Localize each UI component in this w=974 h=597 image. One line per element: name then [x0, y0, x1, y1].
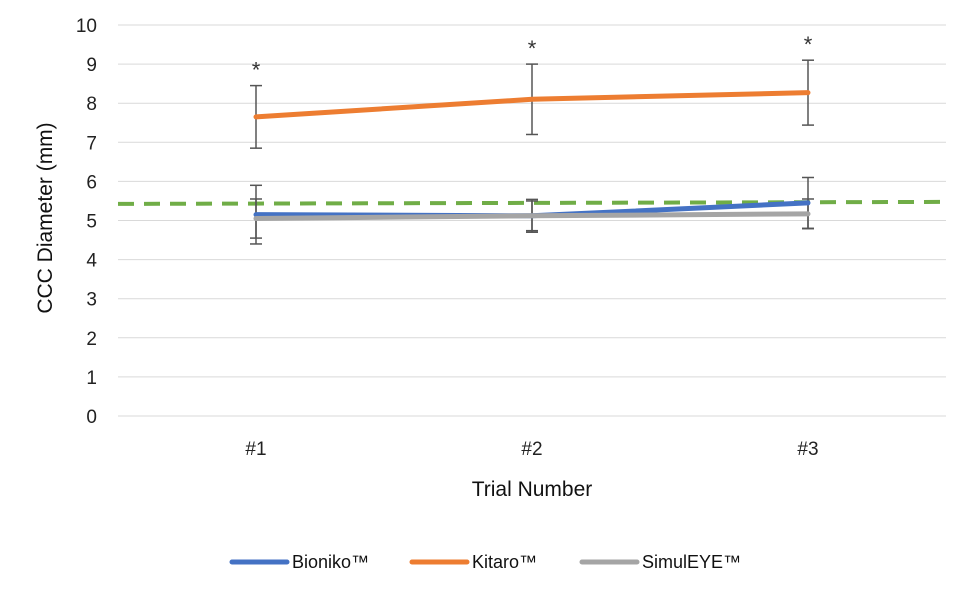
x-axis-title: Trial Number: [472, 478, 593, 501]
y-tick-label: 10: [76, 16, 97, 37]
significance-marker: *: [804, 32, 813, 57]
legend-label: SimulEYE™: [642, 552, 741, 572]
x-tick-label: #1: [245, 439, 266, 460]
y-tick-label: 3: [86, 290, 97, 311]
legend-label: Kitaro™: [472, 552, 537, 572]
y-tick-label: 7: [86, 133, 97, 154]
legend-label: Bioniko™: [292, 552, 369, 572]
series-lines: [253, 90, 811, 222]
y-tick-label: 8: [86, 94, 97, 115]
y-axis-ticks: 0 1 2 3 4 5 6 7 8 9 10: [76, 16, 98, 428]
significance-marker: *: [252, 58, 261, 83]
y-tick-label: 9: [86, 55, 97, 76]
x-axis-ticks: #1 #2 #3: [245, 439, 818, 460]
x-tick-label: #3: [797, 439, 818, 460]
y-tick-label: 0: [86, 407, 97, 428]
y-tick-label: 6: [86, 172, 97, 193]
y-axis-title: CCC Diameter (mm): [34, 122, 57, 313]
significance-annotations: * * *: [252, 32, 813, 82]
series-line-kitaro: [253, 90, 811, 120]
y-tick-label: 4: [86, 251, 97, 272]
significance-marker: *: [528, 36, 537, 61]
y-tick-label: 1: [86, 368, 97, 389]
y-tick-label: 2: [86, 329, 97, 350]
x-tick-label: #2: [521, 439, 542, 460]
legend: Bioniko™ Kitaro™ SimulEYE™: [229, 552, 741, 572]
y-tick-label: 5: [86, 212, 97, 233]
series-line-simuleye: [253, 211, 811, 222]
